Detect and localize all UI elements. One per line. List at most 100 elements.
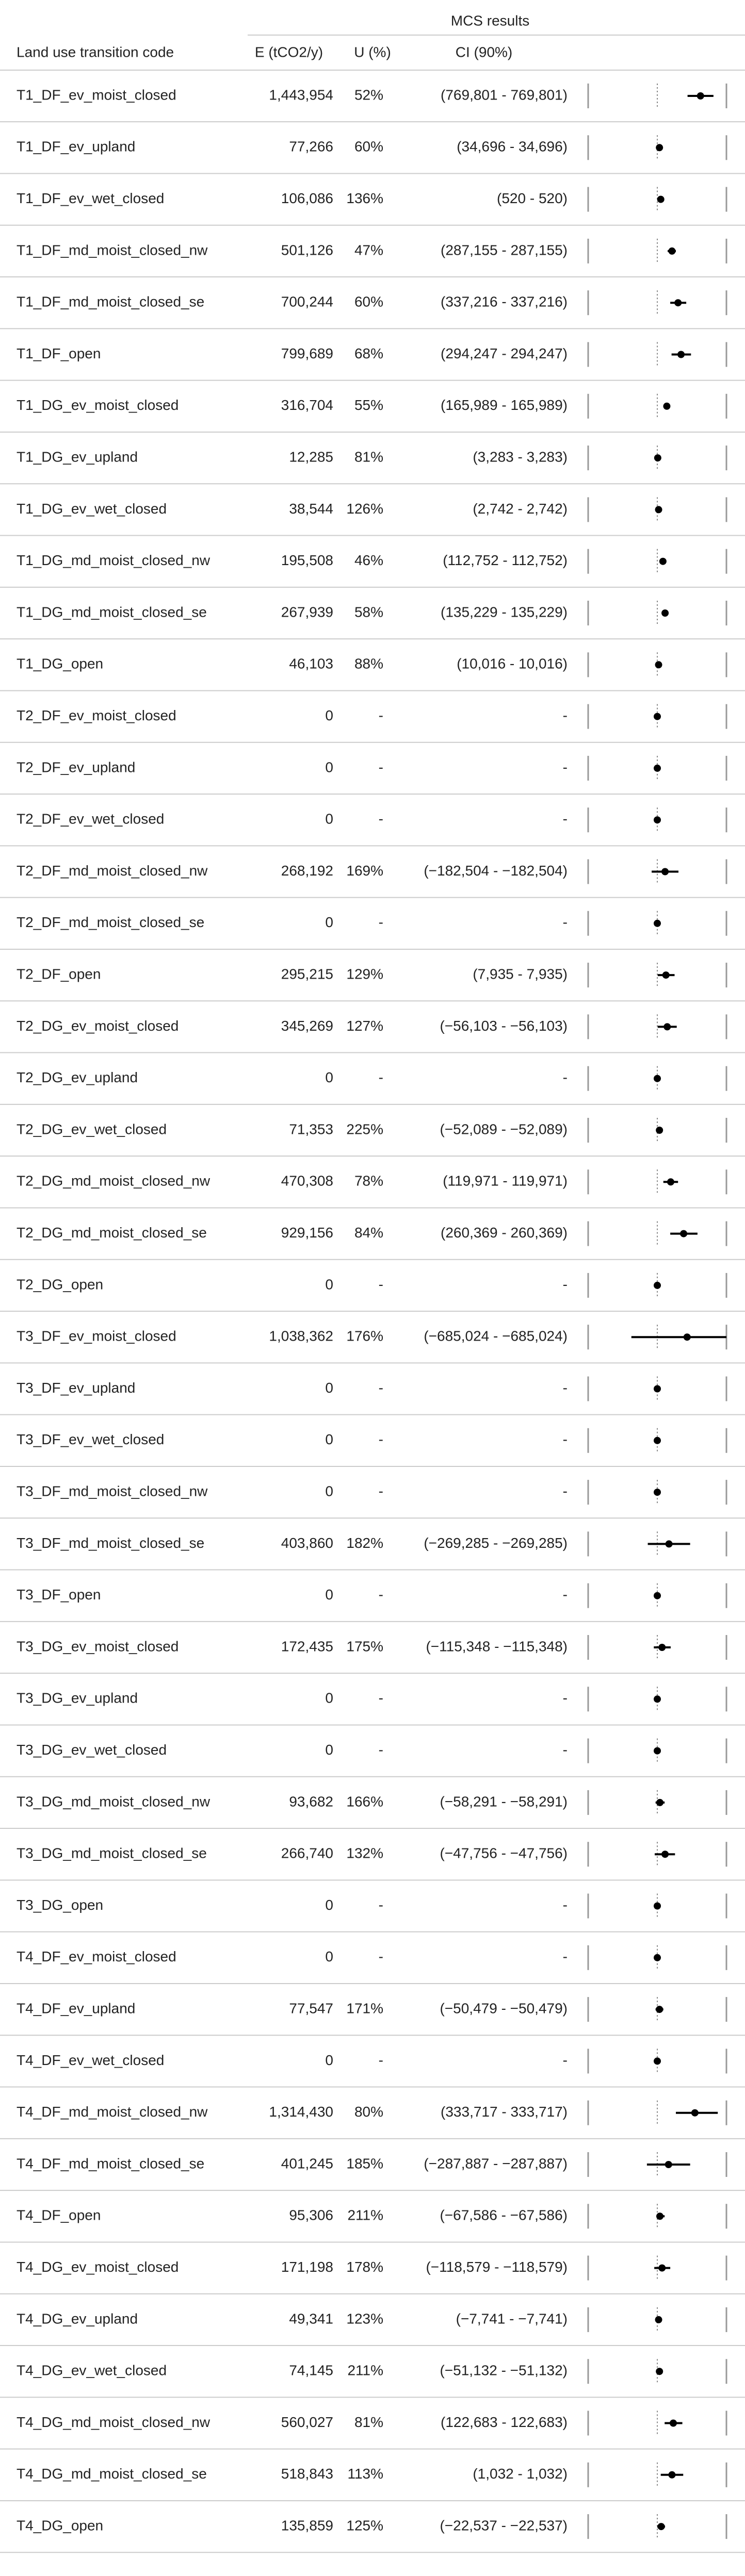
row-ci: (34,696 - 34,696) bbox=[457, 139, 568, 155]
row-ci: - bbox=[563, 1380, 568, 1396]
row-e: 46,103 bbox=[289, 656, 333, 672]
table-row: T1_DF_ev_upland 77,266 60% (34,696 - 34,696… bbox=[0, 135, 745, 174]
row-ci: (−51,132 - −51,132) bbox=[440, 2363, 568, 2379]
row-ci: (−58,291 - −58,291) bbox=[440, 1793, 568, 1809]
table-row: T1_DG_open 46,103 88% (10,016 - 10,016) bbox=[0, 652, 745, 691]
row-point bbox=[691, 2109, 699, 2117]
row-e: 470,308 bbox=[281, 1173, 333, 1189]
row-ci: (−685,024 - −685,024) bbox=[424, 1328, 568, 1344]
row-code: T3_DF_md_moist_closed_se bbox=[17, 1535, 204, 1551]
row-e: 77,547 bbox=[289, 2000, 333, 2016]
row-ci: (1,032 - 1,032) bbox=[473, 2466, 568, 2482]
row-code: T1_DF_md_moist_closed_nw bbox=[17, 242, 208, 258]
row-point bbox=[659, 557, 667, 565]
row-u: 123% bbox=[346, 2310, 383, 2326]
row-e: 0 bbox=[325, 811, 333, 827]
row-ci: (−67,586 - −67,586) bbox=[440, 2207, 568, 2223]
row-point bbox=[661, 609, 669, 617]
row-ci: (7,935 - 7,935) bbox=[473, 966, 568, 982]
row-code: T4_DG_md_moist_closed_nw bbox=[17, 2414, 210, 2430]
row-code: T1_DF_ev_moist_closed bbox=[17, 87, 176, 103]
row-u: 129% bbox=[346, 966, 383, 982]
row-e: 0 bbox=[325, 914, 333, 930]
table-row: T4_DF_open 95,306 211% (−67,586 - −67,586) bbox=[0, 2204, 745, 2243]
row-e: 266,740 bbox=[281, 1845, 333, 1861]
row-code: T2_DF_open bbox=[17, 966, 101, 982]
row-code: T4_DF_ev_wet_closed bbox=[17, 2052, 164, 2068]
row-e: 316,704 bbox=[281, 397, 333, 413]
row-ci: (−52,089 - −52,089) bbox=[440, 1121, 568, 1137]
row-point bbox=[654, 1489, 661, 1496]
row-e: 0 bbox=[325, 1742, 333, 1758]
row-point bbox=[654, 1436, 661, 1444]
row-code: T2_DF_ev_upland bbox=[17, 759, 135, 775]
row-e: 0 bbox=[325, 759, 333, 775]
row-e: 295,215 bbox=[281, 966, 333, 982]
row-u: 80% bbox=[354, 2104, 383, 2120]
row-u: 126% bbox=[346, 501, 383, 517]
table-row: T1_DF_open 799,689 68% (294,247 - 294,247) bbox=[0, 342, 745, 381]
row-code: T1_DF_md_moist_closed_se bbox=[17, 294, 204, 310]
table-row: T3_DG_open 0 - - bbox=[0, 1893, 745, 1933]
row-code: T3_DG_md_moist_closed_nw bbox=[17, 1793, 210, 1809]
table-row: T4_DG_md_moist_closed_nw 560,027 81% (122,6… bbox=[0, 2410, 745, 2450]
row-e: 560,027 bbox=[281, 2414, 333, 2430]
row-u: - bbox=[379, 707, 383, 723]
row-point bbox=[654, 1281, 661, 1289]
header-e: E (tCO2/y) bbox=[255, 44, 323, 60]
row-u: 47% bbox=[354, 242, 383, 258]
row-e: 0 bbox=[325, 1483, 333, 1499]
row-point bbox=[655, 661, 662, 669]
row-e: 0 bbox=[325, 1690, 333, 1706]
row-e: 12,285 bbox=[289, 449, 333, 465]
row-code: T2_DG_md_moist_closed_nw bbox=[17, 1173, 210, 1189]
row-ci: (10,016 - 10,016) bbox=[457, 656, 568, 672]
row-u: 185% bbox=[346, 2155, 383, 2171]
row-u: 55% bbox=[354, 397, 383, 413]
row-e: 71,353 bbox=[289, 1121, 333, 1137]
row-u: 132% bbox=[346, 1845, 383, 1861]
row-point bbox=[654, 1385, 661, 1393]
row-u: 58% bbox=[354, 604, 383, 620]
row-ci: (333,717 - 333,717) bbox=[441, 2104, 568, 2120]
table-row: T3_DG_md_moist_closed_se 266,740 132% (−47,… bbox=[0, 1842, 745, 1881]
table-row: T1_DG_ev_wet_closed 38,544 126% (2,742 - 2,… bbox=[0, 497, 745, 536]
table-row: T2_DF_md_moist_closed_se 0 - - bbox=[0, 911, 745, 950]
row-point bbox=[656, 2212, 664, 2220]
row-u: 81% bbox=[354, 449, 383, 465]
row-point bbox=[654, 1902, 661, 1910]
table-row: T2_DF_ev_upland 0 - - bbox=[0, 755, 745, 795]
row-u: - bbox=[379, 1483, 383, 1499]
row-e: 267,939 bbox=[281, 604, 333, 620]
row-point bbox=[665, 2161, 672, 2168]
row-e: 929,156 bbox=[281, 1225, 333, 1241]
row-u: 46% bbox=[354, 552, 383, 568]
row-u: - bbox=[379, 1948, 383, 1964]
row-e: 93,682 bbox=[289, 1793, 333, 1809]
table-row: T1_DF_md_moist_closed_se 700,244 60% (337,2… bbox=[0, 290, 745, 329]
table-row: T4_DF_md_moist_closed_nw 1,314,430 80% (333… bbox=[0, 2100, 745, 2139]
row-u: 81% bbox=[354, 2414, 383, 2430]
row-u: 84% bbox=[354, 1225, 383, 1241]
table-row: T2_DF_ev_wet_closed 0 - - bbox=[0, 807, 745, 847]
row-ci: (112,752 - 112,752) bbox=[443, 552, 568, 568]
table-row: T2_DG_ev_wet_closed 71,353 225% (−52,089 - … bbox=[0, 1118, 745, 1157]
row-u: - bbox=[379, 2052, 383, 2068]
row-ci: - bbox=[563, 1742, 568, 1758]
row-u: - bbox=[379, 1897, 383, 1913]
row-u: 68% bbox=[354, 345, 383, 361]
row-point bbox=[654, 919, 661, 927]
row-u: - bbox=[379, 1380, 383, 1396]
header-code: Land use transition code bbox=[17, 44, 174, 60]
row-u: 225% bbox=[346, 1121, 383, 1137]
table-row: T3_DG_ev_wet_closed 0 - - bbox=[0, 1738, 745, 1777]
row-ci: (294,247 - 294,247) bbox=[441, 345, 568, 361]
row-point bbox=[656, 2006, 663, 2013]
row-point bbox=[654, 1592, 661, 1599]
table-row: T3_DF_md_moist_closed_se 403,860 182% (−269… bbox=[0, 1531, 745, 1571]
row-ci: - bbox=[563, 1069, 568, 1085]
row-e: 0 bbox=[325, 1431, 333, 1447]
row-u: 166% bbox=[346, 1793, 383, 1809]
row-point bbox=[663, 1023, 671, 1031]
